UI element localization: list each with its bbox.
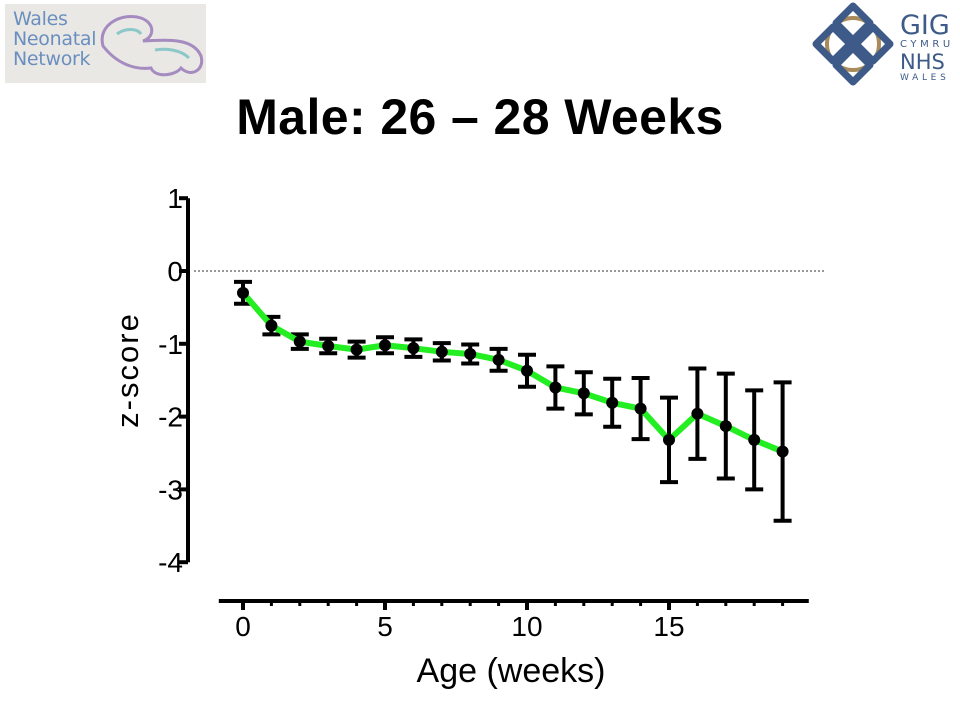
- data-point: [237, 286, 249, 299]
- data-point: [577, 387, 590, 400]
- data-point: [549, 381, 562, 394]
- logo-text-cymru: CYMRU: [900, 39, 954, 50]
- data-points: [237, 286, 789, 458]
- y-tick-label: 1: [167, 183, 183, 214]
- wales-neonatal-network-logo: Wales Neonatal Network: [5, 4, 206, 83]
- series-line: [240, 290, 784, 455]
- x-tick-label: 15: [653, 611, 684, 642]
- x-tick-label: 10: [511, 611, 542, 642]
- nhs-wales-logo: GIG CYMRU NHS WALES: [808, 2, 958, 86]
- baby-outline-icon: [100, 15, 204, 77]
- y-tick-label: -2: [158, 402, 183, 433]
- chart-title: Male: 26 – 28 Weeks: [236, 89, 724, 145]
- x-axis: 0 5 10 15: [218, 599, 809, 642]
- logo-text-gig: GIG: [900, 10, 950, 41]
- mean-line: [240, 290, 784, 455]
- y-axis: 1 0 -1 -2 -3 -4: [158, 183, 190, 578]
- error-bars: [234, 279, 792, 523]
- data-point: [606, 396, 619, 409]
- data-point: [634, 402, 647, 415]
- data-point: [691, 407, 704, 420]
- data-point: [293, 335, 306, 348]
- y-axis-label: z-score: [110, 312, 145, 428]
- y-tick-label: -4: [158, 547, 183, 578]
- data-point: [407, 342, 420, 355]
- celtic-knot-icon: [812, 2, 894, 86]
- data-point: [435, 345, 448, 358]
- data-point: [322, 339, 335, 352]
- y-tick-label: 0: [167, 256, 183, 287]
- data-point: [350, 343, 363, 356]
- data-point: [719, 420, 732, 433]
- logo-text-line-2: Neonatal: [13, 28, 97, 50]
- logo-text-wales: WALES: [900, 73, 950, 83]
- data-point: [265, 319, 278, 332]
- data-point: [464, 347, 477, 360]
- x-axis-label: Age (weeks): [417, 652, 606, 690]
- data-point: [776, 445, 789, 458]
- data-point: [379, 339, 391, 352]
- x-tick-label: 0: [235, 611, 251, 642]
- y-tick-label: -3: [158, 474, 183, 505]
- data-point: [748, 433, 761, 446]
- logo-text-line-1: Wales: [13, 8, 68, 30]
- logo-text-nhs: NHS: [900, 50, 945, 74]
- data-point: [663, 433, 675, 446]
- x-tick-label: 5: [377, 611, 393, 642]
- y-tick-label: -1: [158, 329, 183, 360]
- data-point: [492, 353, 505, 366]
- logo-text-line-3: Network: [13, 48, 91, 70]
- data-point: [521, 364, 533, 377]
